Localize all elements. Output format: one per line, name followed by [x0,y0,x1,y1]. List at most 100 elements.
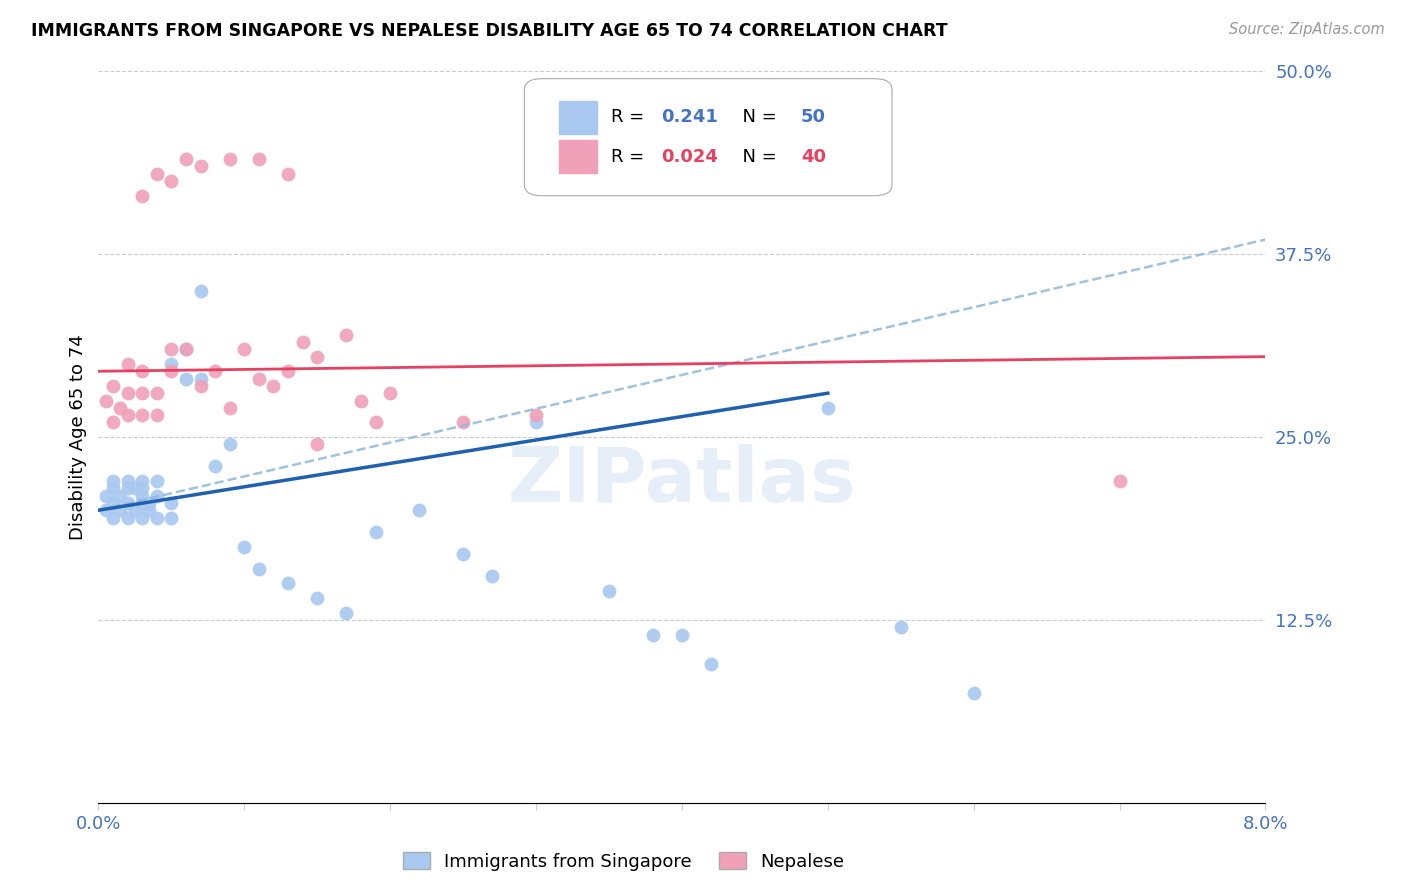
Point [364,525,387,540]
Text: IMMIGRANTS FROM SINGAPORE VS NEPALESE DISABILITY AGE 65 TO 74 CORRELATION CHART: IMMIGRANTS FROM SINGAPORE VS NEPALESE DI… [31,22,948,40]
Point [160,174,183,188]
Point [364,416,387,430]
Point [101,510,124,524]
Point [146,386,169,401]
Point [204,364,226,378]
Point [117,386,139,401]
Point [817,401,839,415]
Point [101,496,124,510]
Point [174,343,197,357]
Point [94,503,117,517]
Point [117,496,139,510]
Point [110,489,132,503]
Point [131,408,153,422]
Text: Source: ZipAtlas.com: Source: ZipAtlas.com [1229,22,1385,37]
Point [890,620,912,634]
Point [131,510,153,524]
Point [190,284,212,298]
Point [247,371,270,385]
Point [138,503,160,517]
Point [481,569,503,583]
Point [146,474,169,488]
Point [146,167,169,181]
Text: 0.241: 0.241 [661,109,718,127]
Point [335,327,357,342]
Point [1108,474,1130,488]
Point [117,481,139,495]
Point [218,152,240,166]
Text: N =: N = [731,148,782,166]
Point [160,496,183,510]
Point [131,474,153,488]
Point [378,386,402,401]
Text: 0.024: 0.024 [661,148,718,166]
Point [190,379,212,393]
Point [160,364,183,378]
Point [700,657,723,671]
Point [962,686,984,700]
Point [131,496,153,510]
FancyBboxPatch shape [524,78,891,195]
FancyBboxPatch shape [560,101,596,134]
Point [117,357,139,371]
Point [117,510,139,524]
Text: 40: 40 [801,148,825,166]
Point [524,416,547,430]
Point [524,408,547,422]
Point [277,576,299,591]
Point [190,160,212,174]
Point [204,459,226,474]
Point [247,152,270,166]
Point [350,393,373,408]
Point [307,437,329,451]
Point [146,489,169,503]
Point [451,416,474,430]
Point [598,583,620,598]
Point [233,540,256,554]
Point [101,416,124,430]
Text: R =: R = [610,109,650,127]
Point [131,481,153,495]
Point [641,627,664,641]
Point [101,379,124,393]
Point [131,386,153,401]
Legend: Immigrants from Singapore, Nepalese: Immigrants from Singapore, Nepalese [395,846,852,878]
Point [307,350,329,364]
Point [94,393,117,408]
Point [218,437,240,451]
Text: ZIPatlas: ZIPatlas [508,444,856,518]
Point [291,334,314,349]
Point [110,401,132,415]
Point [174,152,197,166]
Point [124,503,146,517]
Point [117,474,139,488]
Point [335,606,357,620]
Y-axis label: Disability Age 65 to 74: Disability Age 65 to 74 [69,334,87,540]
Point [451,547,474,561]
Point [124,481,146,495]
Point [131,188,153,202]
Point [262,379,284,393]
Point [233,343,256,357]
Point [160,510,183,524]
Point [131,364,153,378]
Point [277,364,299,378]
Point [160,357,183,371]
Point [247,562,270,576]
Text: N =: N = [731,109,782,127]
Point [190,371,212,385]
Point [671,627,693,641]
FancyBboxPatch shape [560,140,596,173]
Text: 50: 50 [801,109,825,127]
Point [101,474,124,488]
Point [160,343,183,357]
Point [146,510,169,524]
Point [408,503,430,517]
Point [110,503,132,517]
Point [131,489,153,503]
Point [218,401,240,415]
Point [101,481,124,495]
Point [94,489,117,503]
Point [117,408,139,422]
Point [146,408,169,422]
